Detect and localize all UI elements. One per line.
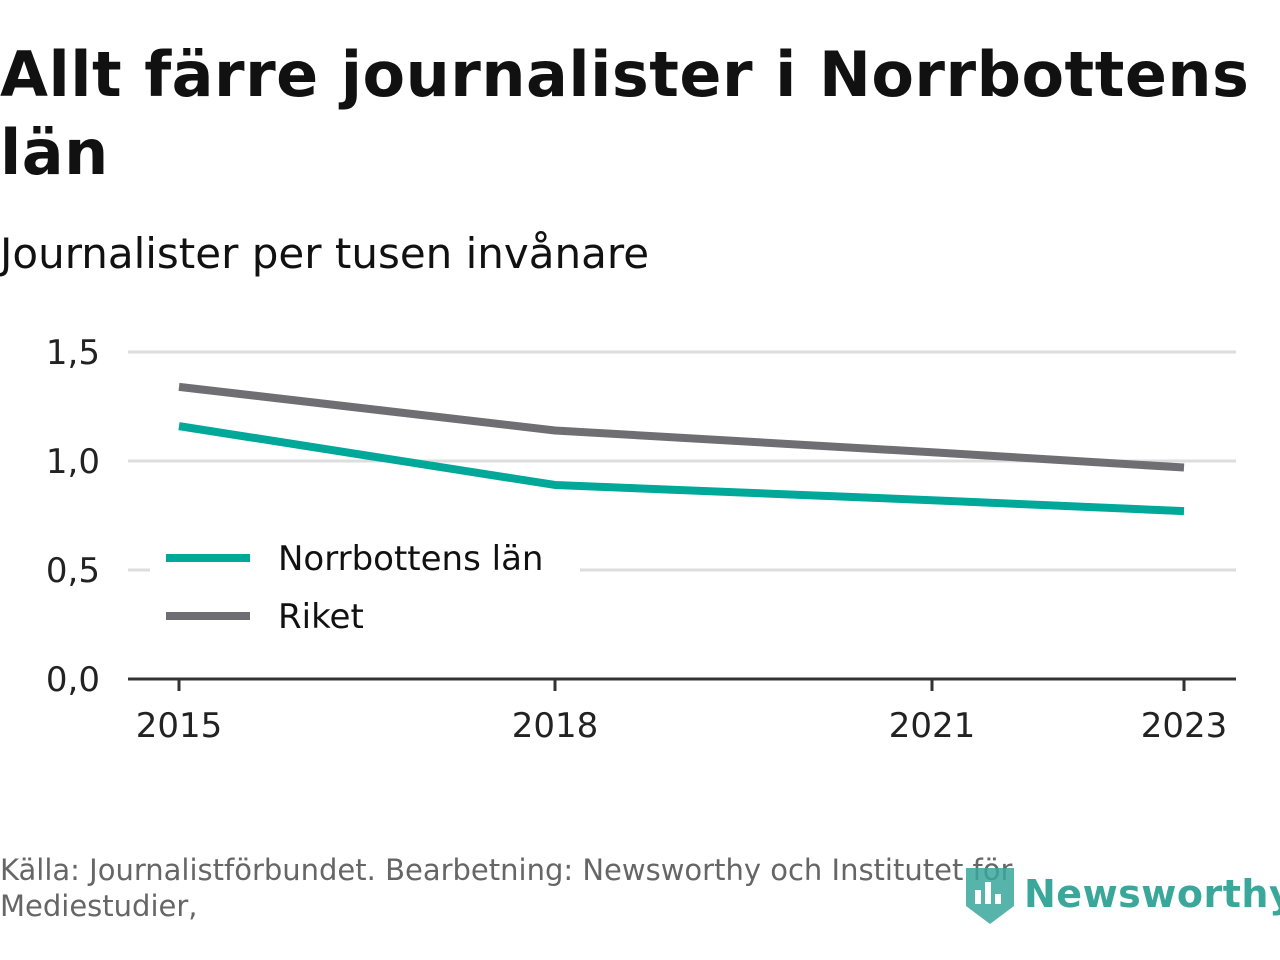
brand-name: Newsworthy [1024,872,1280,916]
x-tick-label: 2015 [136,706,223,740]
legend-label: Norrbottens län [278,539,543,579]
source-note: Källa: Journalistförbundet. Bearbetning:… [0,853,1013,923]
y-axis-ticks: 0,0 0,5 1,0 1,5 [46,333,100,700]
line-chart: 0,0 0,5 1,0 1,5 2015 2018 2021 2023 Norrbotten… [46,333,1236,740]
x-axis: 2015 2018 2021 2023 [128,677,1236,740]
legend: Norrbottens län Riket [150,530,580,642]
y-tick-label: 0,5 [46,551,100,591]
x-tick-label: 2023 [1141,706,1228,740]
bar-chart-shield-icon [966,868,1014,924]
chart-subtitle: Journalister per tusen invånare [0,229,650,278]
legend-label: Riket [278,597,364,637]
brand-logo: Newsworthy [964,862,1280,926]
x-tick-label: 2018 [512,706,599,740]
legend-background [150,530,580,642]
y-tick-label: 0,0 [46,660,100,700]
series-line [178,382,1185,472]
series-lines [178,382,1185,516]
chart-title: Allt färre journalister i Norrbottens lä… [0,38,1250,189]
y-tick-label: 1,5 [46,333,100,373]
y-tick-label: 1,0 [46,442,100,482]
x-tick-label: 2021 [889,706,976,740]
series-line [178,422,1185,516]
